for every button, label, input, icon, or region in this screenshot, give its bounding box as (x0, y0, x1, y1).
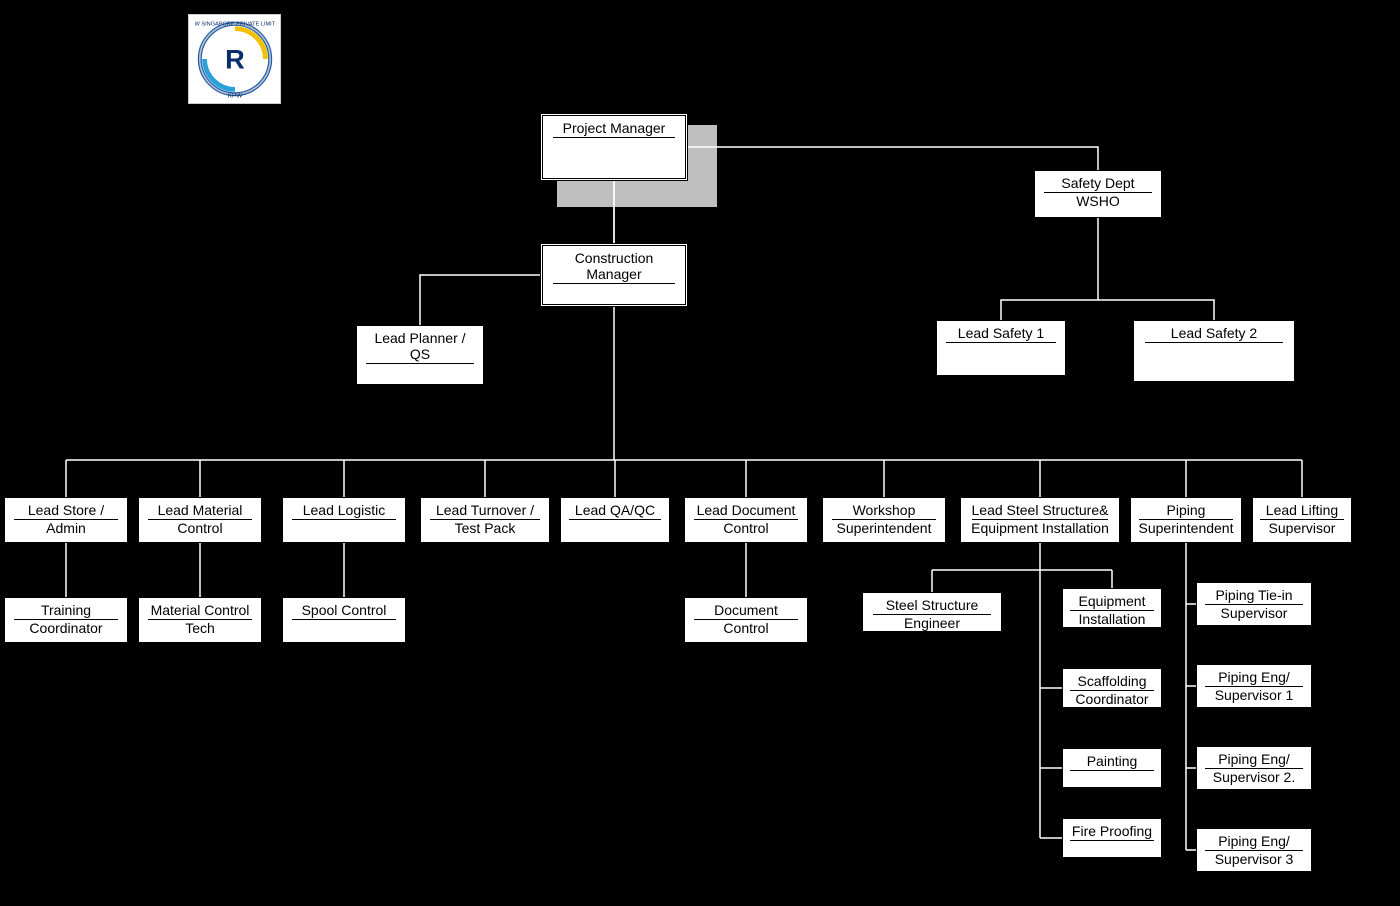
org-node-title: Training (7, 602, 125, 618)
org-node-title: Lead Lifting (1254, 502, 1350, 518)
org-node-underline (292, 519, 397, 520)
org-node-piping-tiein: Piping Tie-in Supervisor (1196, 582, 1312, 626)
org-node-title: Lead QA/QC (562, 502, 667, 518)
org-node-underline (569, 519, 662, 520)
org-node-subtitle: Control (719, 520, 772, 536)
org-node-subtitle: Superintendent (1135, 520, 1238, 536)
org-node-subtitle: Supervisor 3 (1211, 851, 1298, 867)
svg-text:KPW SINGAPORE PRIVATE LIMITED: KPW SINGAPORE PRIVATE LIMITED (195, 21, 275, 27)
org-node-subtitle: Supervisor 1 (1211, 687, 1298, 703)
org-node-piping-eng3: Piping Eng/Supervisor 3 (1196, 828, 1312, 872)
org-node-training-coord: Training Coordinator (4, 597, 128, 643)
org-node-title: Document (687, 602, 805, 618)
org-node-title: Piping Eng/ (1199, 669, 1310, 685)
org-node-mat-control-tech: Material Control Tech (138, 597, 262, 643)
org-node-subtitle: Tech (181, 620, 219, 636)
org-node-subtitle: Supervisor (1217, 605, 1292, 621)
org-node-piping-super: Piping Superintendent (1130, 497, 1242, 543)
org-node-piping-eng2: Piping Eng/Supervisor 2. (1196, 746, 1312, 790)
org-node-equip-install: Equipment Installation (1062, 588, 1162, 628)
org-node-title: Painting (1064, 753, 1160, 769)
org-node-title: Lead Safety 2 (1138, 325, 1290, 341)
org-node-lead-doc-control: Lead Document Control (684, 497, 808, 543)
org-node-document-control: Document Control (684, 597, 808, 643)
org-node-title: Lead Document (687, 502, 805, 518)
org-node-lead-safety-2: Lead Safety 2 (1133, 320, 1295, 382)
org-node-lead-steel-equip: Lead Steel Structure&Equipment Installat… (960, 497, 1120, 543)
org-node-safety-dept: Safety Dept WSHO (1034, 170, 1162, 218)
org-node-lead-logistic: Lead Logistic (282, 497, 406, 543)
org-node-subtitle: Coordinator (1071, 691, 1152, 707)
org-node-subtitle: Supervisor 2. (1209, 769, 1299, 785)
org-node-subtitle: Supervisor (1265, 520, 1340, 536)
org-node-underline (292, 619, 397, 620)
org-node-subtitle: Engineer (900, 615, 964, 631)
org-node-underline (1070, 770, 1154, 771)
org-node-piping-eng1: Piping Eng/Supervisor 1 (1196, 664, 1312, 708)
org-node-underline (946, 342, 1056, 343)
org-node-construction-manager: Construction Manager (540, 243, 688, 307)
org-node-title: Material Control (141, 602, 259, 618)
org-node-title: Lead Steel Structure& (965, 502, 1115, 518)
org-node-lead-turnover: Lead Turnover / Test Pack (420, 497, 550, 543)
org-node-lead-store-admin: Lead Store / Admin (4, 497, 128, 543)
org-node-subtitle: Control (173, 520, 226, 536)
org-node-lead-safety-1: Lead Safety 1 (936, 320, 1066, 376)
org-node-title: Workshop (825, 502, 943, 518)
org-node-underline (1070, 840, 1154, 841)
org-node-title: Equipment (1064, 593, 1160, 609)
org-node-subtitle: Installation (1075, 611, 1150, 627)
org-node-subtitle: Equipment Installation (967, 520, 1113, 536)
org-node-fire-proofing: Fire Proofing (1062, 818, 1162, 858)
org-node-title: Steel Structure (866, 597, 998, 613)
org-node-title: Lead Planner / QS (359, 330, 480, 362)
svg-text:KPW: KPW (227, 92, 243, 99)
org-node-lead-qaqc: Lead QA/QC (560, 497, 670, 543)
org-node-title: Fire Proofing (1064, 823, 1160, 839)
org-node-title: Piping Tie-in (1199, 587, 1310, 603)
org-node-underline (1145, 342, 1283, 343)
org-node-title: Lead Logistic (285, 502, 403, 518)
org-node-painting: Painting (1062, 748, 1162, 788)
org-node-lead-planner: Lead Planner / QS (356, 325, 484, 385)
org-node-subtitle: Admin (42, 520, 90, 536)
org-node-spool-control: Spool Control (282, 597, 406, 643)
org-node-subtitle: Control (719, 620, 772, 636)
org-node-title: Project Manager (546, 120, 682, 136)
org-node-project-manager: Project Manager (540, 113, 688, 181)
org-node-title: Piping (1133, 502, 1240, 518)
org-node-subtitle: Coordinator (25, 620, 106, 636)
company-logo: R KPW SINGAPORE PRIVATE LIMITED KPW (188, 14, 281, 104)
org-node-title: Lead Turnover / (423, 502, 546, 518)
org-node-title: Scaffolding (1064, 673, 1160, 689)
org-node-title: Safety Dept (1037, 175, 1158, 191)
org-node-underline (553, 283, 675, 284)
org-node-title: Lead Safety 1 (939, 325, 1062, 341)
org-node-title: Piping Eng/ (1199, 833, 1310, 849)
org-node-steel-struct-eng: Steel Structure Engineer (862, 592, 1002, 632)
org-chart-canvas: R KPW SINGAPORE PRIVATE LIMITED KPW Proj… (0, 0, 1400, 906)
org-node-title: Lead Material (141, 502, 259, 518)
org-node-title: Construction Manager (546, 250, 682, 282)
org-node-lead-lifting: Lead Lifting Supervisor (1252, 497, 1352, 543)
org-node-workshop-super: Workshop Superintendent (822, 497, 946, 543)
org-node-lead-material-control: Lead Material Control (138, 497, 262, 543)
org-node-subtitle: Test Pack (451, 520, 520, 536)
org-node-title: Piping Eng/ (1199, 751, 1310, 767)
org-node-scaffold-coord: Scaffolding Coordinator (1062, 668, 1162, 708)
org-node-underline (553, 137, 675, 138)
org-node-title: Lead Store / (7, 502, 125, 518)
org-node-subtitle: WSHO (1072, 193, 1124, 209)
svg-text:R: R (225, 44, 245, 75)
org-node-underline (366, 363, 474, 364)
org-node-title: Spool Control (285, 602, 403, 618)
org-node-subtitle: Superintendent (833, 520, 936, 536)
